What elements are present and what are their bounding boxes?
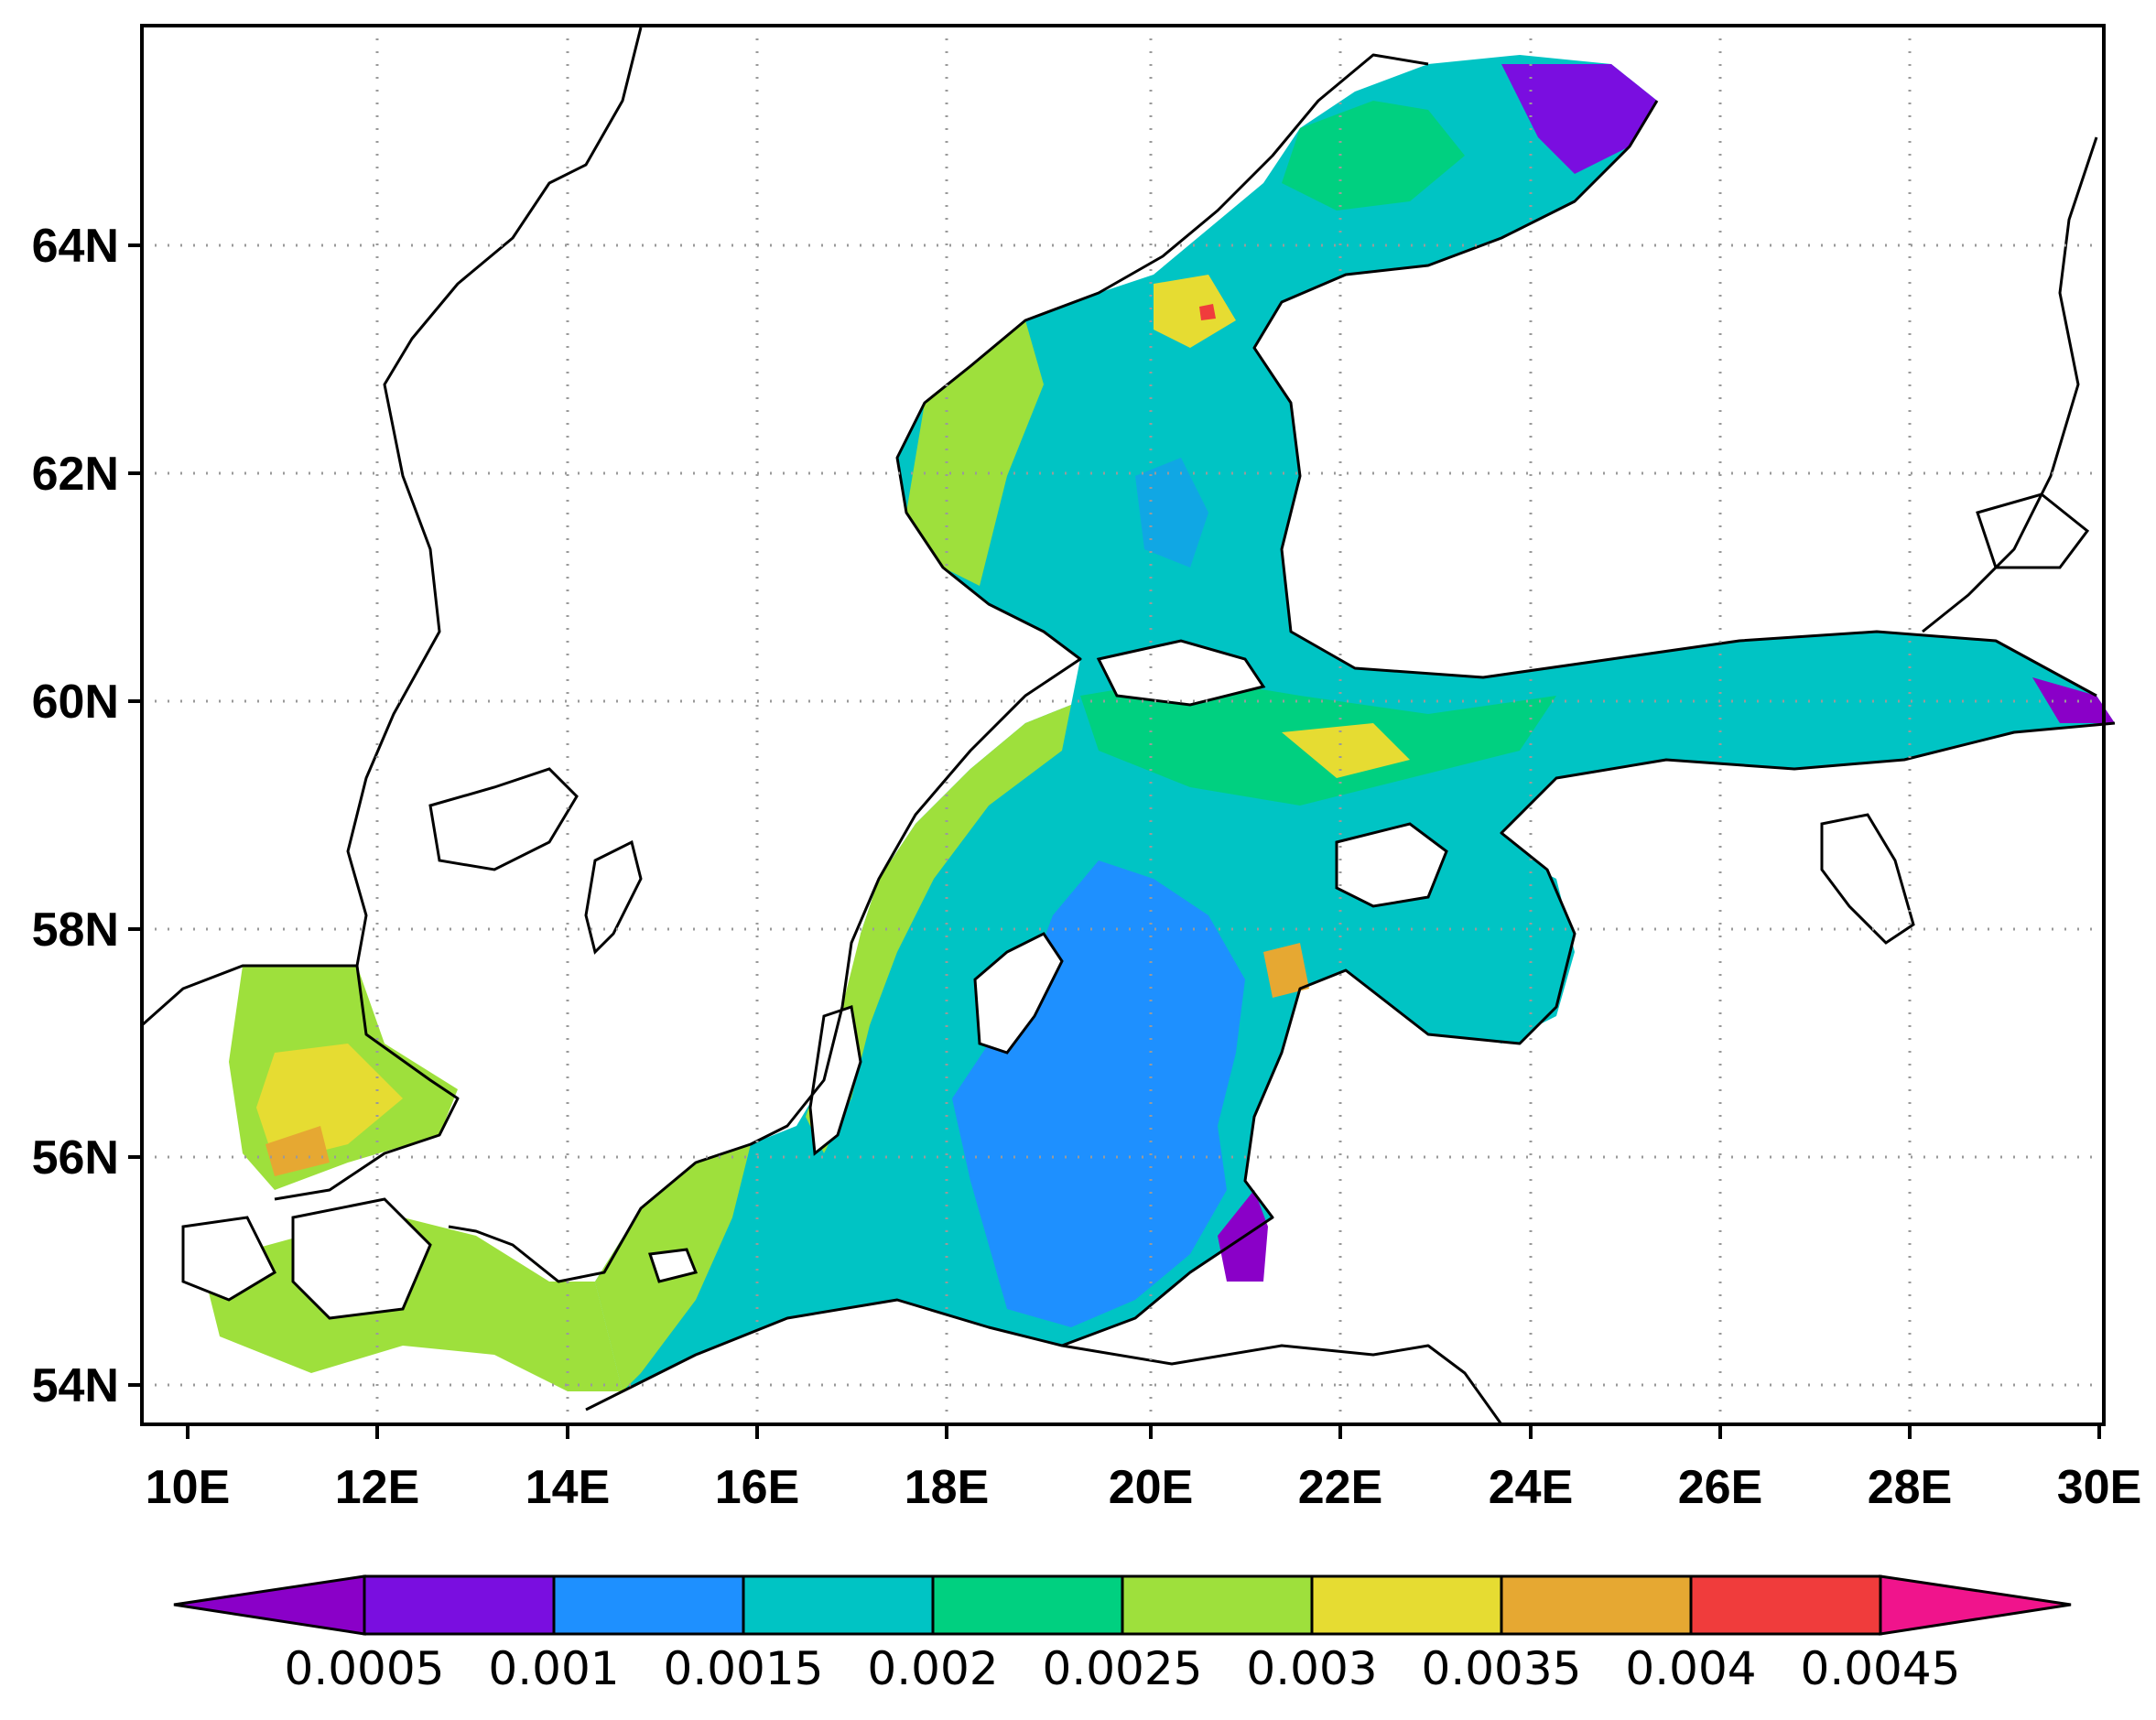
lake-vattern: [584, 839, 643, 955]
lon-label-18e: 18E: [905, 1461, 990, 1514]
bornholm-island: [647, 1248, 699, 1283]
jutland-coast: [141, 964, 460, 1201]
oland-island: [808, 1005, 862, 1156]
neva-purple: [2032, 677, 2115, 723]
finland-coast: [1252, 100, 2097, 698]
lon-label-14e: 14E: [525, 1461, 611, 1514]
lat-label-62n: 62N: [32, 448, 119, 501]
colorbar-label-0: 0.0005: [285, 1642, 445, 1695]
colorbar-label-6: 0.0035: [1422, 1642, 1582, 1695]
sweden-coast: [448, 53, 1429, 1283]
bothnian-bay-green: [1282, 101, 1465, 211]
colorbar-label-5: 0.003: [1246, 1642, 1377, 1695]
colorbar-box-3: [742, 1574, 935, 1636]
lon-label-12e: 12E: [335, 1461, 420, 1514]
colorbar-box-8: [1689, 1574, 1882, 1636]
colorbar-box-4: [931, 1574, 1124, 1636]
saaremaa-island: [1335, 822, 1448, 908]
lat-label-54n: 54N: [32, 1359, 119, 1412]
lon-label-26e: 26E: [1678, 1461, 1763, 1514]
finland-russia-border: [1922, 136, 2098, 633]
bothnian-sea-blue: [1135, 458, 1208, 568]
colorbar-arrow-low: [173, 1574, 366, 1636]
colorbar-box-1: [363, 1574, 556, 1636]
colorbar-arrow-high: [1879, 1574, 2072, 1636]
lake-vanern: [428, 767, 579, 871]
kattegat-orange: [265, 1126, 330, 1176]
lat-label-56n: 56N: [32, 1131, 119, 1185]
lake-ladoga-north: [1976, 492, 2090, 569]
zealand-island: [291, 1197, 432, 1320]
colorbar-label-4: 0.0025: [1043, 1642, 1203, 1695]
map-panel: [140, 24, 2116, 1426]
funen-island: [181, 1216, 276, 1302]
coastlines: [141, 27, 2116, 1425]
sea-field: [201, 55, 2115, 1391]
map-frame: [140, 24, 2106, 1426]
bothnian-bay-purple: [1501, 64, 1657, 174]
latitude-axis: 64N 62N 60N 58N 56N 54N: [32, 220, 142, 1412]
southern-land-border: [1061, 1344, 1503, 1425]
lon-label-10e: 10E: [146, 1461, 231, 1514]
lake-peipus: [1820, 813, 1915, 945]
gulf-of-riga: [1419, 851, 1575, 1044]
colorbar-label-8: 0.0045: [1801, 1642, 1961, 1695]
colorbar-box-2: [552, 1574, 745, 1636]
colorbar: 0.0005 0.001 0.0015 0.002 0.0025 0.003 0…: [173, 1574, 2072, 1695]
aland-islands: [1096, 639, 1266, 707]
riga-orange: [1263, 943, 1309, 998]
lon-label-30e: 30E: [2057, 1461, 2142, 1514]
lat-label-64n: 64N: [32, 220, 119, 273]
lon-label-28e: 28E: [1868, 1461, 1953, 1514]
kvarken-red: [1199, 304, 1216, 320]
colorbar-label-3: 0.002: [867, 1642, 998, 1695]
kvarken-yellow: [1154, 275, 1236, 348]
colorbar-label-7: 0.004: [1625, 1642, 1756, 1695]
gulf-of-finland-yellow: [1282, 723, 1410, 778]
colorbar-label-2: 0.0015: [664, 1642, 824, 1695]
gotland-island: [973, 932, 1064, 1055]
baltic-states-coast: [585, 721, 2116, 1412]
norway-border: [346, 27, 643, 967]
lon-label-20e: 20E: [1109, 1461, 1194, 1514]
lon-label-16e: 16E: [715, 1461, 800, 1514]
lon-label-22e: 22E: [1298, 1461, 1383, 1514]
bothnian-west-band: [906, 320, 1044, 586]
lat-label-58n: 58N: [32, 903, 119, 957]
colorbar-box-5: [1121, 1574, 1314, 1636]
colorbar-label-1: 0.001: [488, 1642, 619, 1695]
lat-label-60n: 60N: [32, 676, 119, 729]
land-features: [181, 492, 2090, 1320]
colorbar-box-6: [1310, 1574, 1503, 1636]
lon-label-24e: 24E: [1489, 1461, 1574, 1514]
colorbar-box-7: [1500, 1574, 1693, 1636]
gotland-deep-region: [952, 860, 1245, 1327]
kattegat-yellow: [256, 1044, 403, 1163]
longitude-axis: 10E 12E 14E 16E 18E 20E 22E 24E 26E 28E …: [146, 1424, 2142, 1514]
